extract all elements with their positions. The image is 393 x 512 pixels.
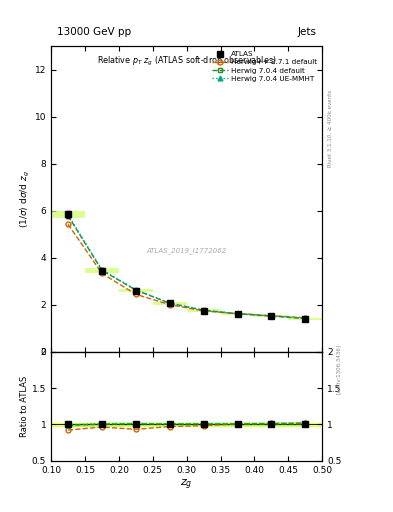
Bar (51, 210, 85, 218)
Bar (220, 313, 255, 315)
Y-axis label: Ratio to ATLAS: Ratio to ATLAS (20, 376, 29, 437)
X-axis label: $z_g$: $z_g$ (180, 477, 193, 492)
Text: Relative $p_T$ $z_g$ (ATLAS soft-drop observables): Relative $p_T$ $z_g$ (ATLAS soft-drop ob… (97, 55, 276, 68)
Text: ATLAS_2019_I1772062: ATLAS_2019_I1772062 (147, 247, 227, 254)
Legend: ATLAS, Herwig++ 2.7.1 default, Herwig 7.0.4 default, Herwig 7.0.4 UE-MMHT: ATLAS, Herwig++ 2.7.1 default, Herwig 7.… (211, 50, 319, 83)
Bar (255, 315, 288, 317)
Bar (119, 289, 153, 292)
Bar (153, 302, 187, 305)
Bar (187, 309, 220, 312)
Y-axis label: $(1/\sigma)\ \mathrm{d}\sigma/\mathrm{d}\ z_g$: $(1/\sigma)\ \mathrm{d}\sigma/\mathrm{d}… (19, 170, 32, 228)
Text: 13000 GeV pp: 13000 GeV pp (57, 27, 130, 37)
Bar (288, 318, 322, 319)
Bar (85, 268, 119, 273)
Text: Rivet 3.1.10, ≥ 400k events: Rivet 3.1.10, ≥ 400k events (328, 90, 333, 166)
Text: [arXiv:1306.3436]: [arXiv:1306.3436] (336, 344, 341, 394)
Text: Jets: Jets (298, 27, 317, 37)
